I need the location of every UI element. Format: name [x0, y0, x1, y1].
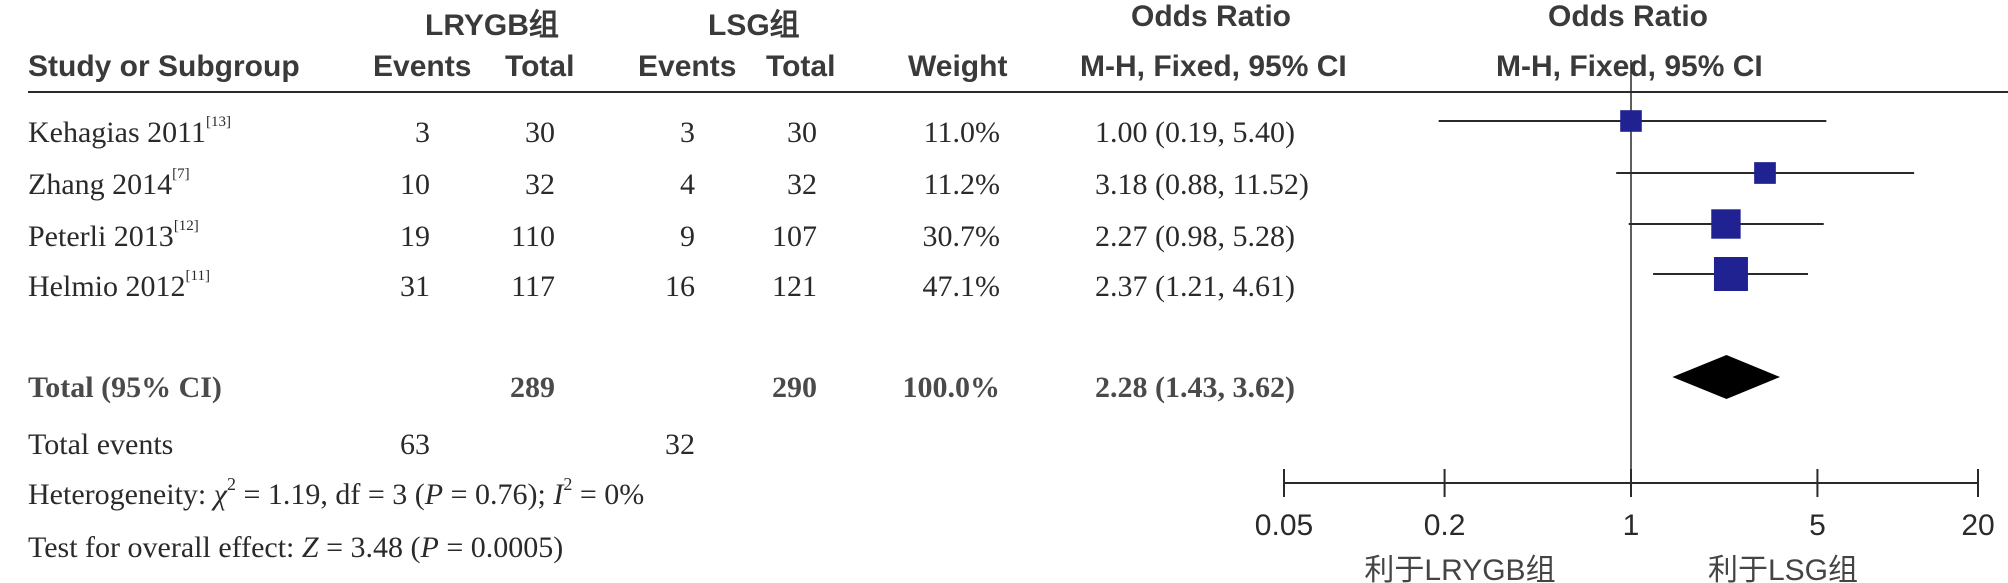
events1-cell: 19 [400, 220, 430, 253]
events1-cell: 31 [400, 270, 430, 303]
study-column-header: Study or Subgroup [28, 50, 300, 83]
total-events-label: Total events [28, 428, 174, 461]
study-name: Peterli 2013[12] [28, 218, 199, 253]
favours-lrygb-label: 利于LRYGB组 [1364, 554, 1555, 583]
weight-cell: 47.1% [922, 270, 1001, 303]
weight-header: Weight [908, 50, 1008, 83]
total-label: Total (95% CI) [28, 371, 222, 404]
events2-cell: 16 [665, 270, 695, 303]
ci-text-cell: 2.27 (0.98, 5.28) [1095, 220, 1295, 253]
total2-header: Total [766, 50, 836, 83]
x-tick-label-0: 0.05 [1255, 509, 1313, 542]
overall-effect-text: Test for overall effect: Z = 3.48 (P = 0… [28, 531, 564, 564]
total1-cell: 117 [511, 270, 555, 303]
study-name: Kehagias 2011[13] [28, 114, 232, 149]
total-events1: 63 [400, 428, 430, 461]
point-marker-1 [1754, 162, 1776, 184]
weight-cell: 11.0% [923, 116, 1000, 149]
weight-cell: 30.7% [922, 220, 1001, 253]
method-header-right: M-H, Fixed, 95% CI [1496, 50, 1763, 83]
odds-ratio-header-right: Odds Ratio [1548, 0, 1709, 33]
total-events2: 32 [665, 428, 695, 461]
total1-cell: 32 [525, 168, 555, 201]
heterogeneity-text: Heterogeneity: χ2 = 1.19, df = 3 (P = 0.… [28, 474, 645, 511]
favours-lsg-label: 利于LSG组 [1708, 554, 1858, 583]
events2-header: Events [638, 50, 737, 83]
study-reference: [11] [185, 268, 210, 284]
total-ci-text: 2.28 (1.43, 3.62) [1095, 371, 1295, 404]
odds-ratio-header-left: Odds Ratio [1131, 0, 1292, 33]
study-name: Zhang 2014[7] [28, 166, 190, 201]
events2-cell: 4 [680, 168, 695, 201]
study-name: Helmio 2012[11] [28, 268, 210, 303]
pooled-diamond [1672, 355, 1781, 399]
group1-header: LRYGB组 [425, 9, 559, 42]
study-reference: [7] [172, 166, 190, 182]
group2-header: LSG组 [708, 9, 800, 42]
x-tick-label-4: 20 [1961, 509, 1994, 542]
total2-cell: 32 [787, 168, 817, 201]
ci-text-cell: 1.00 (0.19, 5.40) [1095, 116, 1295, 149]
method-header-left: M-H, Fixed, 95% CI [1080, 50, 1347, 83]
total-weight: 100.0% [902, 371, 1001, 404]
point-marker-3 [1713, 257, 1748, 291]
total2-cell: 30 [787, 116, 817, 149]
total1-header: Total [505, 50, 575, 83]
events2-cell: 9 [680, 220, 695, 253]
total2-cell: 121 [772, 270, 817, 303]
study-reference: [12] [173, 218, 199, 234]
ci-text-cell: 2.37 (1.21, 4.61) [1095, 270, 1295, 303]
point-marker-0 [1620, 110, 1642, 132]
weight-cell: 11.2% [923, 168, 1000, 201]
events1-cell: 3 [415, 116, 430, 149]
study-reference: [13] [206, 114, 232, 130]
x-tick-label-1: 0.2 [1424, 509, 1466, 542]
ci-text-cell: 3.18 (0.88, 11.52) [1095, 168, 1309, 201]
point-marker-2 [1711, 209, 1741, 239]
total1-cell: 110 [511, 220, 555, 253]
total1-sum: 289 [510, 371, 555, 404]
events1-cell: 10 [400, 168, 430, 201]
events2-cell: 3 [680, 116, 695, 149]
total2-cell: 107 [772, 220, 817, 253]
total1-cell: 30 [525, 116, 555, 149]
x-tick-label-3: 5 [1809, 509, 1826, 542]
x-tick-label-2: 1 [1623, 509, 1640, 542]
events1-header: Events [373, 50, 472, 83]
total2-sum: 290 [772, 371, 817, 404]
header-rule [28, 91, 2008, 93]
